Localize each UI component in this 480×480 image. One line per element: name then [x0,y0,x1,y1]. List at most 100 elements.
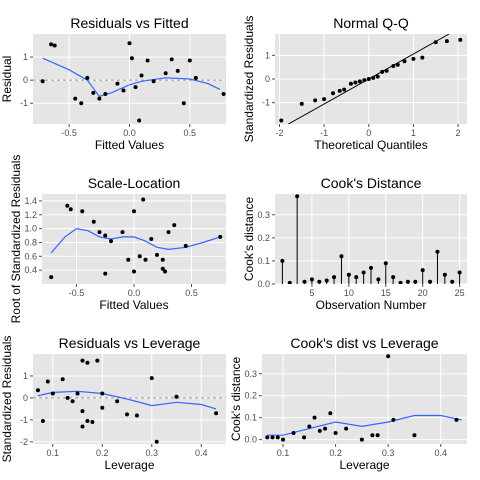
y-tick-label: -1 [20,415,28,425]
data-point [362,78,367,83]
panel-title: Cook's Distance [321,175,422,191]
x-tick-label: 0.1 [277,448,290,458]
y-tick-label: 0.1 [257,256,270,266]
y-tick-label: 0.4 [24,265,37,275]
data-point [65,203,70,208]
x-tick-label: 0.5 [184,128,197,138]
data-point [49,42,54,47]
cooks-distance-point [346,272,351,277]
data-point [100,391,105,396]
data-point [433,40,438,45]
data-point [73,96,78,101]
data-point [50,391,55,396]
x-tick-label: 25 [455,288,465,298]
x-axis-label: Fitted Values [99,298,168,312]
panel-title: Cook's dist vs Leverage [290,335,438,351]
data-point [95,358,100,363]
data-point [333,431,338,436]
cooks-distance-point [457,270,462,275]
data-point [126,257,131,262]
x-tick-label: 20 [418,288,428,298]
data-point [279,118,284,123]
data-point [68,207,73,212]
data-point [181,101,186,106]
cooks-distance-point [442,272,447,277]
data-point [353,80,358,85]
data-point [85,75,90,80]
y-tick-label: 0.6 [24,251,37,261]
data-point [391,63,396,68]
data-point [166,230,171,235]
plot-background [262,354,467,444]
x-axis-label: Theoretical Quantiles [314,138,427,152]
data-point [60,377,65,382]
cooks-distance-point [354,275,359,280]
y-axis-label: Standardized Residuals [242,16,256,143]
cooks-distance-point [428,279,433,284]
plot-area [262,354,467,444]
data-point [129,56,134,61]
data-point [174,394,179,399]
x-tick-label: 0.3 [146,448,159,458]
x-tick-label: 0.2 [329,448,342,458]
y-tick-label: 1.2 [24,210,37,220]
data-point [65,395,70,400]
data-point [412,433,417,438]
y-axis-label: Cook's distance [242,197,256,282]
y-tick-label: 0.8 [24,237,37,247]
data-point [134,413,139,418]
y-tick-label: 1 [23,52,28,62]
panel-title: Normal Q-Q [333,15,409,31]
data-point [302,435,307,440]
cooks-distance-point [413,279,418,284]
cooks-distance-point [295,194,300,199]
panel-title: Residuals vs Leverage [59,335,201,351]
data-point [40,79,45,84]
cooks-distance-point [398,280,403,284]
data-point [175,68,180,73]
y-tick-label: 0.1 [244,413,257,423]
x-tick-label: -2 [275,128,283,138]
data-point [163,269,168,274]
cooks-distance-point [302,279,307,284]
data-point [80,424,85,429]
y-tick-label: -1 [262,98,270,108]
x-tick-label: 0.2 [96,448,109,458]
data-point [90,420,95,425]
data-point [275,435,280,440]
data-point [193,75,198,80]
data-point [151,79,156,84]
smooth-curve [37,390,217,410]
data-point [169,57,174,62]
plot-area [33,34,226,124]
plot-area [33,354,226,444]
data-point [270,435,275,440]
data-point [154,439,159,444]
x-axis-label: Leverage [104,458,154,472]
data-point [133,85,138,90]
y-axis-label: Cook's distance [229,357,243,442]
x-tick-label: 5 [309,288,314,298]
data-point [444,39,449,44]
data-point [337,88,342,93]
cooks-distance-point [317,279,322,284]
data-point [323,426,328,431]
data-point [91,219,96,224]
data-point [359,437,364,442]
data-point [121,88,126,93]
cooks-distance-point [280,258,285,263]
y-tick-label: 1.0 [24,224,37,234]
x-tick-label: 2 [456,128,461,138]
data-point [221,92,226,96]
data-point [97,96,102,101]
x-tick-label: -0.5 [61,128,77,138]
y-tick-label: 0.0 [244,435,257,445]
x-tick-label: 10 [344,288,354,298]
data-point [97,230,102,235]
data-point [395,62,400,67]
x-axis-label: Observation Number [316,298,427,312]
data-point [79,101,84,106]
data-point [115,81,120,86]
cooks-distance-point [361,270,366,275]
